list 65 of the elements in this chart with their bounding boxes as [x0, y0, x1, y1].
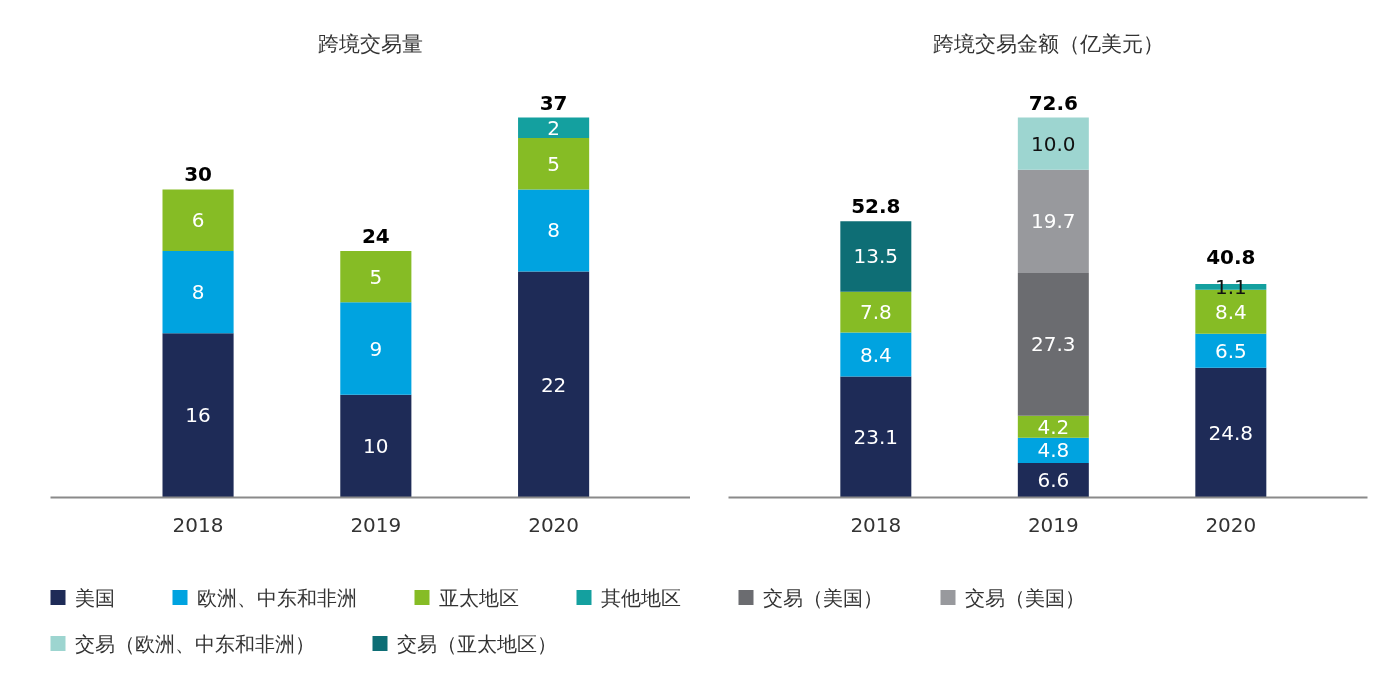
data-label: 7.8: [859, 300, 892, 325]
x-tick-label: 2018: [172, 512, 224, 537]
bar: [340, 251, 412, 303]
x-tick-label: 2018: [850, 512, 902, 537]
legend-label: 其他地区: [600, 585, 681, 610]
data-label: 13.5: [853, 244, 899, 269]
x-tick-label: 2019: [1027, 512, 1079, 537]
bar: [518, 271, 590, 498]
data-label: 27.3: [1031, 332, 1076, 357]
legend-label: 交易（亚太地区）: [396, 631, 557, 656]
bar: [518, 189, 590, 272]
data-label: 16: [185, 403, 211, 428]
total-label: 40.8: [1206, 244, 1256, 269]
data-label: 6: [191, 208, 205, 233]
legend-label: 亚太地区: [438, 585, 519, 610]
chart-title: 跨境交易金额（亿美元）: [932, 31, 1164, 56]
bar: [1195, 367, 1267, 498]
data-label: 10: [363, 434, 389, 459]
bar: [1195, 333, 1267, 368]
data-label: 23.1: [853, 425, 899, 450]
data-label: 19.7: [1031, 209, 1076, 234]
bar: [840, 376, 912, 498]
data-label: 5: [547, 151, 560, 176]
legend-label: 美国: [74, 585, 115, 610]
legend-label: 欧洲、中东和非洲: [196, 585, 357, 610]
bar: [162, 333, 234, 498]
bar: [340, 302, 412, 395]
chart-title: 跨境交易量: [318, 31, 423, 56]
bar: [1017, 117, 1089, 170]
x-tick-label: 2020: [1205, 512, 1257, 537]
bar: [518, 117, 590, 139]
data-label: 8.4: [1214, 299, 1247, 324]
total-label: 30: [184, 162, 212, 187]
data-label: 8: [191, 280, 205, 305]
bar: [840, 291, 912, 333]
legend-label: 交易（美国）: [762, 585, 883, 610]
legend-label: 交易（欧洲、中东和非洲）: [74, 631, 315, 656]
data-label: 24.8: [1208, 420, 1254, 445]
total-label: 52.8: [851, 194, 901, 219]
data-label: 9: [369, 336, 383, 361]
bar: [518, 138, 590, 190]
bar: [1017, 272, 1089, 416]
total-label: 72.6: [1028, 90, 1079, 115]
bar: [1017, 169, 1089, 273]
bar: [840, 221, 912, 292]
data-label: 10.0: [1031, 131, 1076, 156]
legend-label: 交易（美国）: [964, 585, 1085, 610]
total-label: 24: [361, 224, 390, 249]
data-label: 2: [547, 115, 560, 140]
data-label: 8.4: [859, 342, 892, 367]
data-label: 5: [369, 264, 383, 289]
data-label: 22: [540, 372, 567, 397]
bar: [340, 394, 412, 498]
total-label: 37: [539, 90, 568, 115]
data-label: 4.2: [1037, 414, 1070, 439]
bar: [840, 332, 912, 377]
data-label: 6.5: [1214, 338, 1247, 363]
bar: [1017, 462, 1089, 498]
data-label: 8: [547, 218, 560, 243]
bar: [162, 189, 234, 252]
data-label: 4.8: [1037, 438, 1070, 463]
x-tick-label: 2020: [528, 512, 580, 537]
data-label: 6.6: [1037, 468, 1070, 493]
bar: [162, 251, 234, 334]
x-tick-label: 2019: [350, 512, 402, 537]
